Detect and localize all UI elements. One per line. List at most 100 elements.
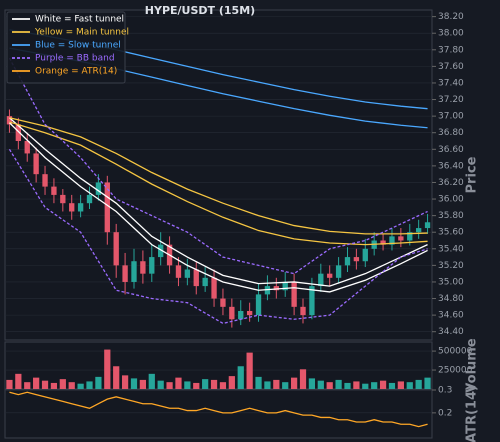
band-lower-line — [9, 121, 428, 246]
candle-body — [335, 265, 342, 278]
candle-body — [158, 244, 164, 258]
candle-body — [389, 236, 395, 245]
chart-title: HYPE/USDT (15M) — [145, 4, 255, 17]
volume-bar — [104, 349, 111, 389]
legend-label: Purple = BB band — [35, 54, 115, 64]
volume-bar — [379, 380, 387, 389]
volume-bar — [184, 381, 191, 389]
candle-body — [202, 277, 208, 287]
y-tick-label: 34.60 — [438, 311, 464, 321]
candle-body — [77, 203, 84, 212]
volume-bar — [299, 369, 307, 389]
candle-body — [140, 261, 146, 274]
y-tick-label: 38.20 — [438, 12, 464, 22]
candle-body — [380, 240, 386, 245]
candle-body — [273, 286, 279, 291]
volume-bar — [59, 379, 66, 389]
candle-body — [211, 277, 217, 299]
volume-bar — [308, 378, 316, 389]
y-tick-label: 0.2 — [438, 408, 452, 418]
volume-bar — [139, 379, 146, 389]
volume-bar — [6, 379, 13, 389]
candle-body — [246, 310, 253, 316]
volume-bar — [237, 366, 244, 389]
volume-bar — [121, 375, 129, 389]
candle-body — [255, 294, 262, 316]
y-tick-label: 34.40 — [438, 327, 464, 337]
y-tick-label: 38.00 — [438, 29, 464, 39]
y-tick-label: 37.40 — [438, 78, 464, 88]
volume-bar — [255, 376, 262, 389]
volume-bar — [264, 381, 271, 389]
legend-label: White = Fast tunnel — [35, 15, 124, 25]
y-tick-label: 36.40 — [438, 161, 464, 171]
candle-body — [398, 236, 404, 241]
candle-body — [193, 269, 199, 287]
volume-bar — [406, 382, 413, 389]
volume-bar — [33, 377, 40, 389]
candle-body — [175, 265, 182, 278]
band-upper-line — [9, 117, 428, 235]
volume-bar — [130, 378, 138, 389]
candle-body — [60, 194, 66, 204]
volume-bar — [317, 380, 324, 389]
candle-body — [424, 222, 431, 229]
candle-body — [353, 257, 360, 262]
candle-body — [327, 273, 333, 278]
volume-bar — [326, 382, 333, 389]
candle-body — [104, 182, 110, 233]
volume-bar — [371, 382, 378, 389]
candle-body — [6, 116, 13, 125]
candle-body — [300, 306, 306, 316]
volume-bar — [228, 376, 235, 389]
y-tick-label: 37.80 — [438, 45, 464, 55]
candle-body — [42, 174, 48, 187]
y-tick-label: 0.3 — [438, 386, 452, 396]
volume-bar — [291, 377, 298, 389]
volume-bar — [95, 376, 102, 389]
candle-body — [362, 248, 368, 262]
volume-bar — [68, 382, 75, 389]
volume-bar — [353, 381, 360, 389]
y-tick-label: 35.60 — [438, 228, 464, 238]
volume-bar — [157, 380, 164, 389]
volume-bar — [210, 379, 218, 389]
y-tick-label: 250000 — [438, 366, 473, 376]
y-tick-label: 37.60 — [438, 62, 464, 72]
y-axis-label: ATR(14) — [465, 385, 480, 442]
atr-line — [9, 391, 428, 428]
y-tick-label: 35.20 — [438, 261, 464, 271]
candle-body — [131, 261, 137, 282]
y-tick-label: 34.80 — [438, 294, 464, 304]
legend: White = Fast tunnel Yellow = Main tunnel B… — [6, 11, 129, 84]
volume-bar — [415, 379, 422, 389]
candle-body — [51, 186, 57, 195]
legend-label: Orange = ATR(14) — [35, 67, 117, 77]
volume-bar — [282, 382, 289, 389]
y-axis-label: Volume — [465, 338, 480, 393]
y-tick-label: 36.20 — [438, 178, 464, 188]
y-tick-label: 500000 — [438, 347, 473, 357]
candle-body — [15, 124, 22, 142]
volume-bar — [24, 382, 31, 389]
volume-bar — [344, 382, 351, 389]
candle-body — [229, 306, 235, 320]
candle-body — [407, 232, 413, 241]
volume-bar — [335, 379, 342, 389]
panel-frame — [4, 389, 433, 439]
band-lower-line — [8, 148, 428, 325]
legend-label: Blue = Slow tunnel — [35, 41, 121, 51]
y-tick-label: 37.20 — [438, 95, 464, 105]
candle-body — [318, 273, 324, 287]
band-upper-line — [9, 117, 428, 287]
volume-bar — [50, 382, 58, 389]
volume-bar — [397, 381, 404, 389]
volume-bar — [86, 381, 93, 389]
candle-body — [291, 281, 297, 307]
volume-bar — [15, 373, 22, 389]
candle-body — [220, 298, 226, 307]
legend-box — [6, 11, 126, 84]
y-tick-label: 35.00 — [438, 277, 464, 287]
legend-label: Yellow = Main tunnel — [34, 28, 129, 38]
